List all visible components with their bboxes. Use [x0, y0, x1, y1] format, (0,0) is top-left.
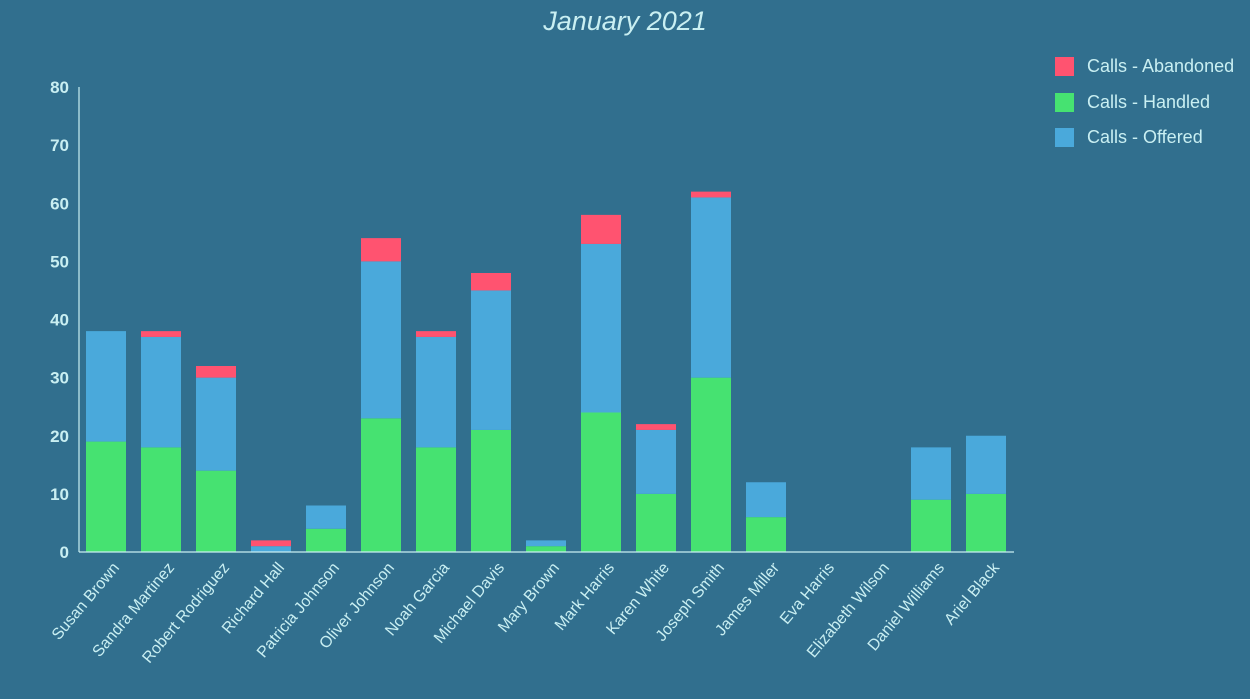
legend-swatch-offered: [1055, 128, 1074, 148]
y-tick-label: 10: [50, 485, 69, 504]
x-tick-label: Eva Harris: [777, 560, 838, 628]
bar-segment-calls-abandoned[interactable]: [196, 366, 236, 378]
bar-segment-calls-handled[interactable]: [966, 493, 1006, 552]
legend-swatch-handled: [1055, 92, 1074, 112]
bar-segment-calls-abandoned[interactable]: [416, 331, 456, 337]
bar-group[interactable]: [691, 191, 731, 552]
bar-segment-calls-offered[interactable]: [911, 447, 951, 500]
bar-segment-calls-offered[interactable]: [471, 290, 511, 430]
bar-group[interactable]: [746, 482, 786, 552]
bar-segment-calls-offered[interactable]: [581, 243, 621, 413]
legend-label: Calls - Abandoned: [1087, 56, 1235, 77]
bar-segment-calls-abandoned[interactable]: [581, 214, 621, 244]
bar-group[interactable]: [636, 424, 676, 552]
y-axis: 0 10 20 30 40 50 60 70 80: [50, 78, 80, 562]
bar-segment-calls-handled[interactable]: [581, 412, 621, 553]
bar-segment-calls-offered[interactable]: [691, 197, 731, 378]
y-tick-label: 0: [60, 543, 69, 562]
y-tick-label: 60: [50, 194, 69, 213]
y-tick-label: 40: [50, 311, 69, 330]
bar-group[interactable]: [361, 238, 401, 552]
bar-segment-calls-handled[interactable]: [86, 441, 126, 552]
bar-segment-calls-offered[interactable]: [361, 261, 401, 419]
bar-segment-calls-handled[interactable]: [471, 429, 511, 552]
bar-segment-calls-handled[interactable]: [526, 546, 566, 552]
bar-group[interactable]: [526, 540, 566, 552]
legend-item-abandoned[interactable]: Calls - Abandoned: [1055, 49, 1234, 85]
bar-segment-calls-offered[interactable]: [251, 546, 291, 552]
bar-segment-calls-handled[interactable]: [141, 447, 181, 552]
bar-segment-calls-handled[interactable]: [361, 418, 401, 552]
x-tick-label: Ariel Black: [941, 559, 1003, 629]
bar-group[interactable]: [471, 273, 511, 552]
bar-segment-calls-handled[interactable]: [911, 499, 951, 552]
bar-group[interactable]: [581, 214, 621, 553]
bar-group[interactable]: [86, 331, 126, 552]
bar-segment-calls-handled[interactable]: [691, 377, 731, 552]
bar-segment-calls-abandoned[interactable]: [141, 331, 181, 337]
bar-segment-calls-offered[interactable]: [746, 482, 786, 518]
bar-segment-calls-offered[interactable]: [636, 429, 676, 494]
bar-segment-calls-offered[interactable]: [86, 331, 126, 442]
bar-segment-calls-offered[interactable]: [966, 435, 1006, 494]
y-tick-label: 50: [50, 252, 69, 271]
bar-group[interactable]: [416, 331, 456, 552]
bar-segment-calls-abandoned[interactable]: [471, 273, 511, 291]
chart-title: January 2021: [543, 6, 707, 36]
y-tick-label: 70: [50, 136, 69, 155]
bar-segment-calls-offered[interactable]: [306, 505, 346, 529]
legend-label: Calls - Offered: [1087, 127, 1203, 148]
bar-segment-calls-offered[interactable]: [141, 336, 181, 448]
bars: [86, 191, 1006, 553]
y-tick-label: 30: [50, 369, 69, 388]
legend-item-offered[interactable]: Calls - Offered: [1055, 120, 1234, 156]
bar-group[interactable]: [911, 447, 951, 552]
bar-group[interactable]: [306, 505, 346, 553]
legend-label: Calls - Handled: [1087, 91, 1211, 112]
bar-segment-calls-offered[interactable]: [416, 336, 456, 448]
legend-item-handled[interactable]: Calls - Handled: [1055, 85, 1234, 121]
bar-group[interactable]: [196, 366, 236, 552]
bar-segment-calls-handled[interactable]: [196, 470, 236, 552]
y-tick-label: 20: [50, 427, 69, 446]
bar-segment-calls-abandoned[interactable]: [636, 424, 676, 430]
bar-group[interactable]: [251, 540, 291, 552]
chart-legend: Calls - Abandoned Calls - Handled Calls …: [1055, 49, 1234, 156]
bar-segment-calls-handled[interactable]: [416, 447, 456, 552]
y-tick-label: 80: [50, 78, 69, 97]
bar-segment-calls-handled[interactable]: [636, 493, 676, 552]
bar-group[interactable]: [966, 435, 1006, 552]
bar-segment-calls-abandoned[interactable]: [251, 540, 291, 547]
bar-segment-calls-handled[interactable]: [306, 528, 346, 552]
bar-segment-calls-offered[interactable]: [526, 540, 566, 547]
bar-segment-calls-abandoned[interactable]: [361, 238, 401, 262]
bar-segment-calls-offered[interactable]: [196, 377, 236, 471]
legend-swatch-abandoned: [1055, 57, 1074, 77]
bar-segment-calls-abandoned[interactable]: [691, 191, 731, 198]
bar-group[interactable]: [141, 331, 181, 552]
bar-segment-calls-handled[interactable]: [746, 517, 786, 552]
